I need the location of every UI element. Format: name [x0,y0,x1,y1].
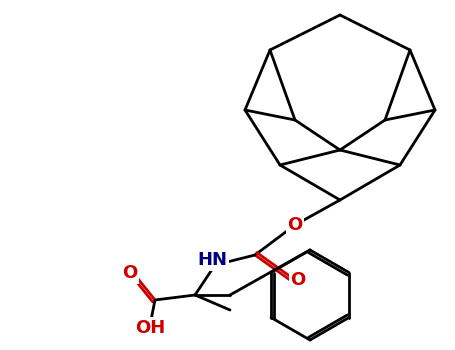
Text: O: O [290,271,306,289]
Text: HN: HN [197,251,227,269]
Text: OH: OH [135,319,165,337]
Text: O: O [288,216,303,234]
Text: O: O [122,264,137,282]
